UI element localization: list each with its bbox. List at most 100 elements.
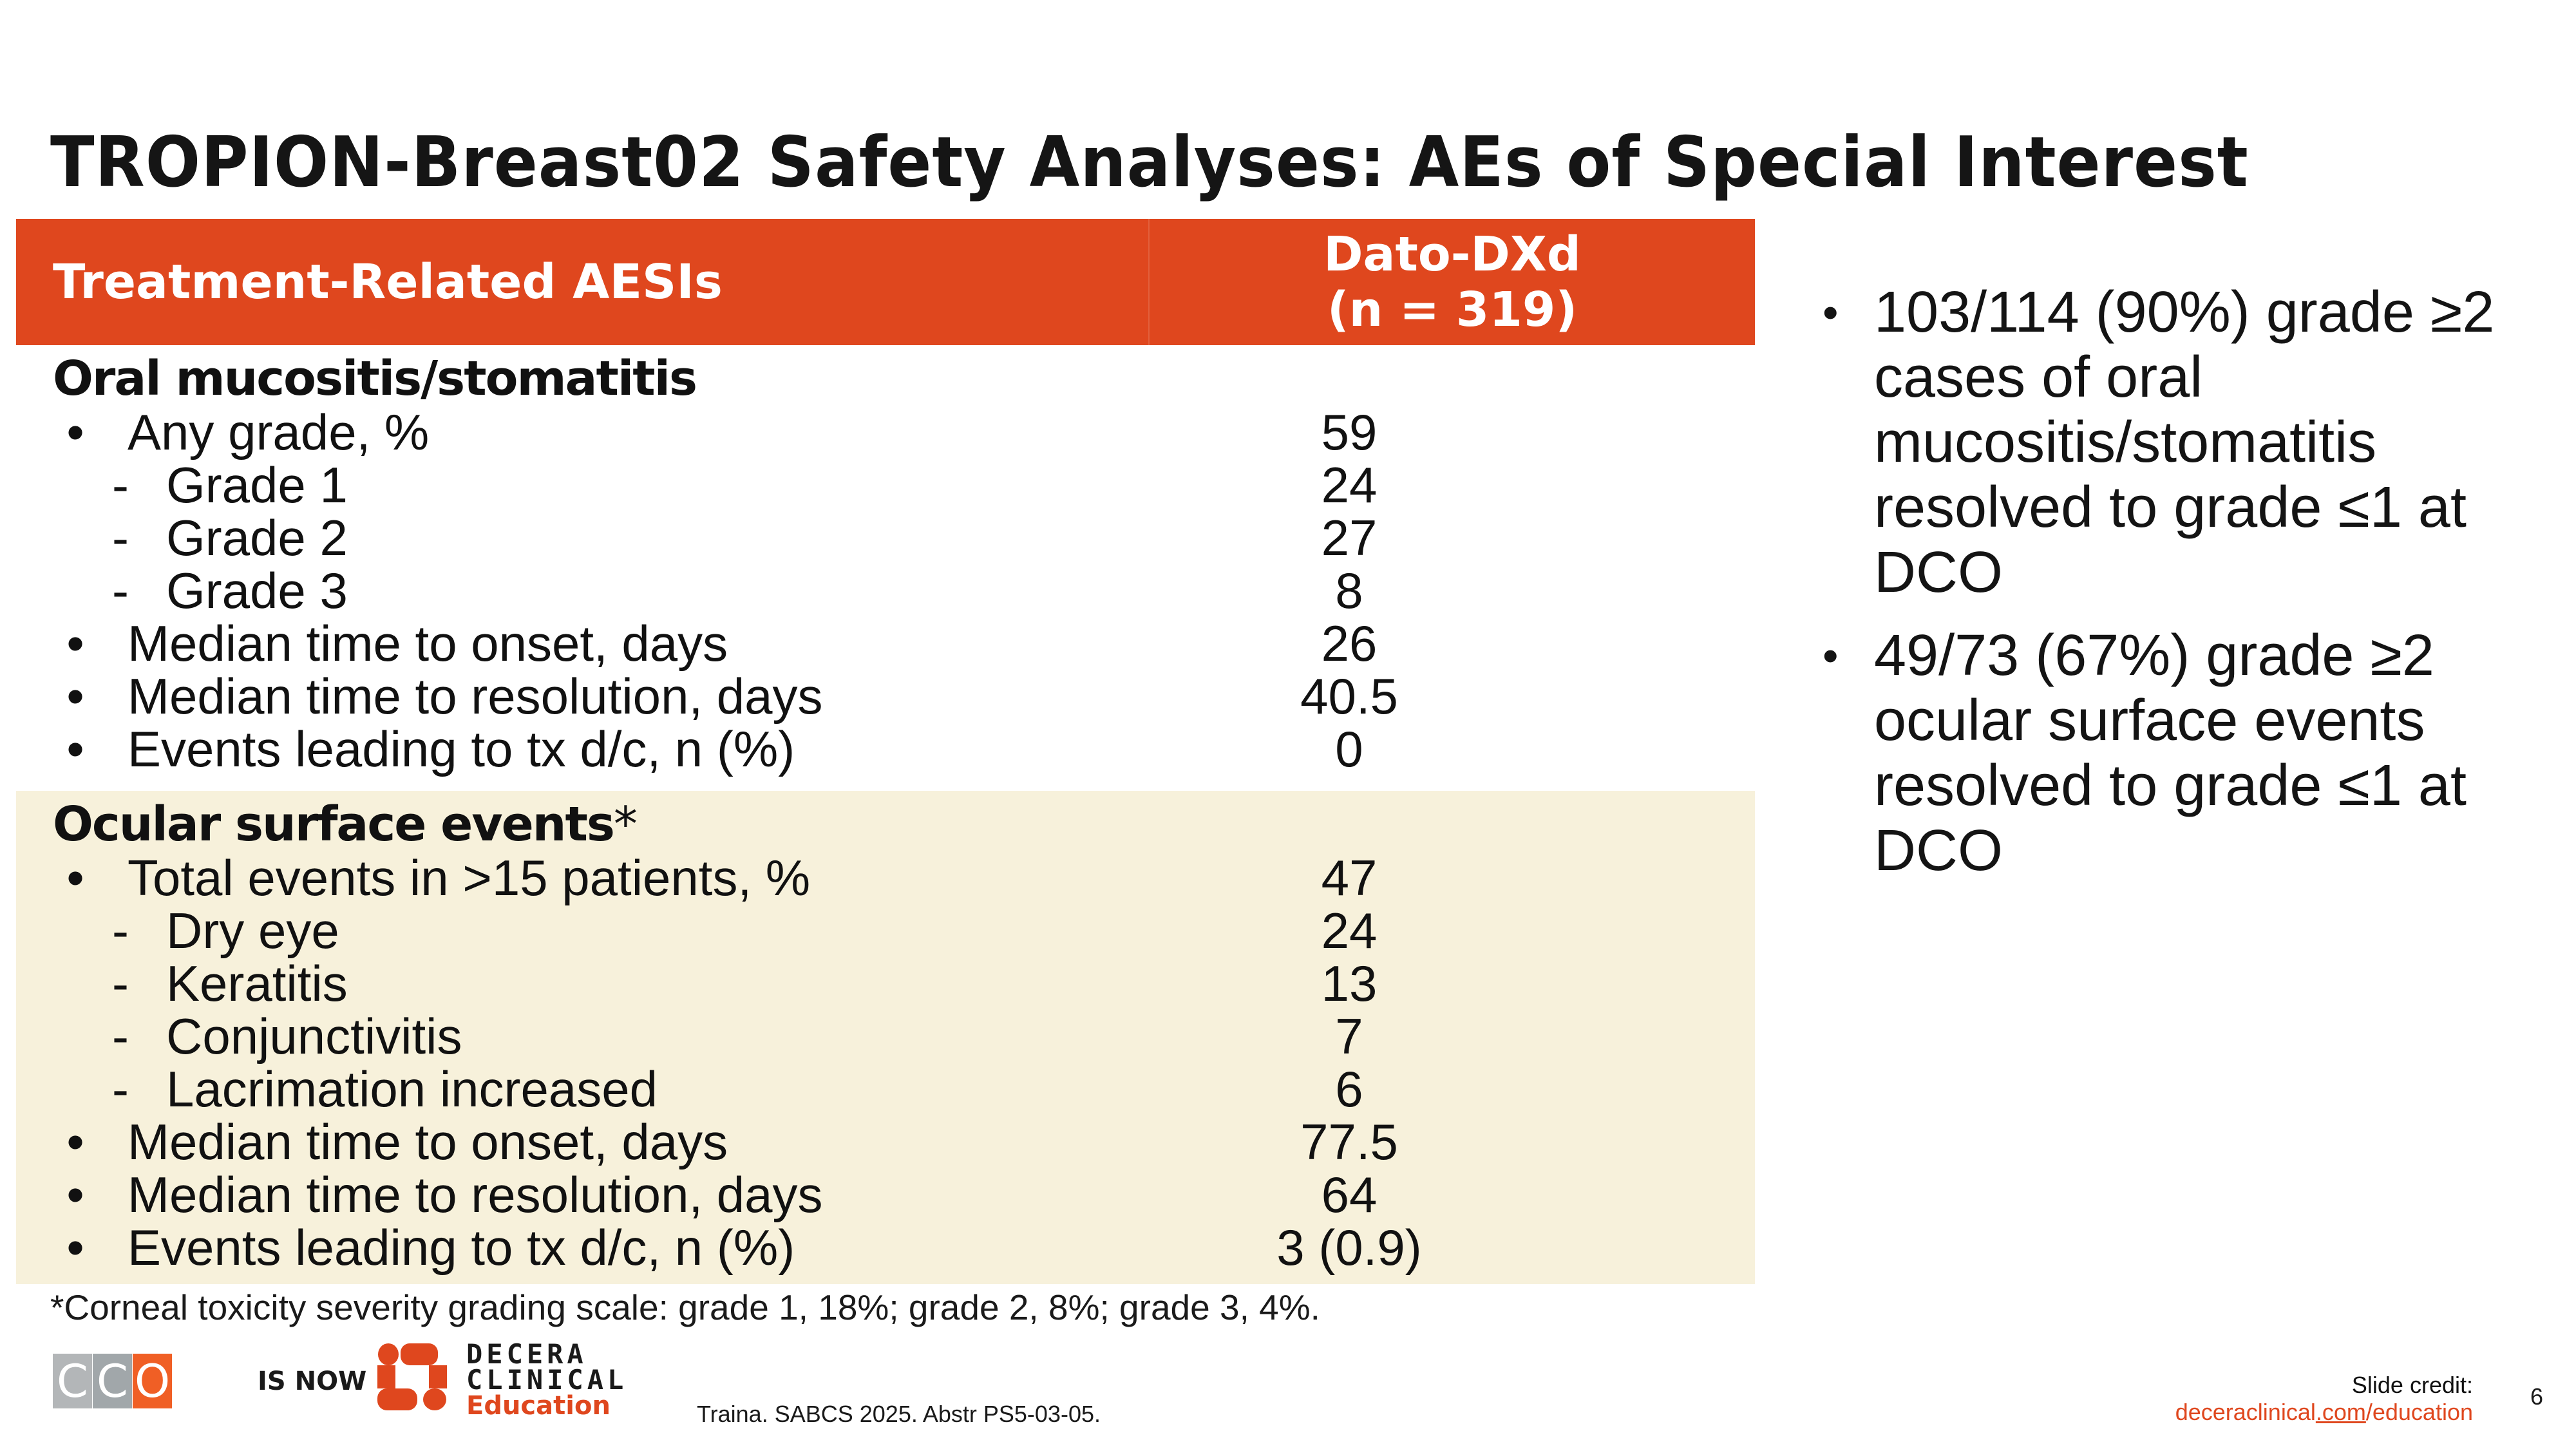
bullet-icon: • [66, 720, 84, 777]
row-label-cell: • Any grade, % [16, 403, 1150, 462]
row-value: 0 [1335, 720, 1363, 777]
dash-icon: - [112, 902, 129, 959]
bullet-icon: • [66, 849, 84, 906]
section-title: Ocular surface events* [16, 797, 1755, 851]
cco-logo-letter: C [93, 1354, 132, 1408]
footnote-marker: * [613, 797, 638, 852]
dash-icon: - [112, 509, 129, 566]
row-label-cell: • Total events in >15 patients, % [16, 849, 1150, 907]
table-row: • Median time to onset, days 26 [16, 614, 1755, 673]
row-label: Events leading to tx d/c, n (%) [128, 1218, 795, 1276]
table-row: - Grade 3 8 [16, 562, 1755, 620]
cco-logo-letter: O [133, 1354, 172, 1408]
row-label-cell: • Median time to onset, days [16, 614, 1150, 673]
table-row: - Keratitis 13 [16, 954, 1755, 1012]
row-label-cell: - Grade 1 [16, 456, 1150, 515]
decera-logo-mark-icon [377, 1343, 447, 1410]
header-aesi-column: Treatment-Related AESIs [16, 219, 1150, 345]
row-value: 24 [1321, 456, 1378, 513]
slide-title: TROPION-Breast02 Safety Analyses: AEs of… [50, 122, 2249, 203]
bullet-icon: • [66, 1166, 84, 1223]
row-label-cell: - Lacrimation increased [16, 1060, 1150, 1119]
row-value: 64 [1321, 1166, 1378, 1223]
section-oral-mucositis: Oral mucositis/stomatitis • Any grade, % 5… [16, 345, 1755, 786]
dash-icon: - [112, 456, 129, 513]
row-label: Median time to onset, days [128, 1113, 728, 1170]
table-row: • Events leading to tx d/c, n (%) 3 (0.9) [16, 1218, 1755, 1277]
header-dato-dxd-column: Dato-DXd (n = 319) [1150, 219, 1755, 345]
table-row: - Dry eye 24 [16, 902, 1755, 960]
table-row: - Grade 2 27 [16, 509, 1755, 567]
section-title-text: Ocular surface events [53, 797, 615, 852]
bullet-icon: • [66, 1218, 84, 1276]
row-value: 7 [1335, 1007, 1363, 1065]
row-label: Dry eye [166, 902, 339, 959]
row-label-cell: • Median time to resolution, days [16, 1166, 1150, 1224]
dash-icon: - [112, 1007, 129, 1065]
row-label: Grade 2 [166, 509, 348, 566]
table-row: • Median time to resolution, days 64 [16, 1166, 1755, 1224]
table-row: • Median time to resolution, days 40.5 [16, 667, 1755, 726]
table-row: • Median time to onset, days 77.5 [16, 1113, 1755, 1171]
aesi-table: Treatment-Related AESIs Dato-DXd (n = 31… [16, 219, 1755, 1284]
row-label-cell: - Grade 2 [16, 509, 1150, 567]
slide-credit-label: Slide credit: [2351, 1372, 2473, 1398]
row-label: Grade 1 [166, 456, 348, 513]
bullet-icon: • [66, 403, 84, 460]
key-finding-text: 103/114 (90%) grade ≥2 cases of oral muc… [1874, 280, 2495, 605]
row-label: Median time to onset, days [128, 614, 728, 672]
table-header: Treatment-Related AESIs Dato-DXd (n = 31… [16, 219, 1755, 345]
row-label-cell: - Conjunctivitis [16, 1007, 1150, 1066]
row-label: Lacrimation increased [166, 1060, 658, 1117]
row-value: 6 [1335, 1060, 1363, 1117]
row-label: Grade 3 [166, 562, 348, 619]
row-value: 40.5 [1300, 667, 1398, 724]
table-row: - Conjunctivitis 7 [16, 1007, 1755, 1066]
section-ocular-surface: Ocular surface events* • Total events in … [16, 791, 1755, 1284]
row-label: Median time to resolution, days [128, 667, 823, 724]
row-label: Total events in >15 patients, % [128, 849, 811, 906]
row-label-cell: - Dry eye [16, 902, 1150, 960]
link-part: deceraclinical [2175, 1399, 2316, 1425]
cco-logo: C C O [53, 1354, 173, 1408]
row-label: Median time to resolution, days [128, 1166, 823, 1223]
row-label-cell: - Grade 3 [16, 562, 1150, 620]
row-value: 26 [1321, 614, 1378, 672]
row-label: Keratitis [166, 954, 348, 1012]
header-arm-name: Dato-DXd [1323, 227, 1581, 282]
row-label: Events leading to tx d/c, n (%) [128, 720, 795, 777]
decera-logo-line: Education [466, 1391, 611, 1421]
row-value: 59 [1321, 403, 1378, 460]
link-part: .com [2315, 1399, 2366, 1425]
bullet-icon: • [1823, 630, 1839, 681]
decera-logo-line: CLINICAL [466, 1364, 628, 1396]
is-now-label: IS NOW [258, 1367, 367, 1396]
slide-credit-link[interactable]: deceraclinical.com/education [2175, 1399, 2473, 1426]
row-value: 8 [1335, 562, 1363, 619]
citation: Traina. SABCS 2025. Abstr PS5-03-05. [697, 1401, 1101, 1427]
row-value: 47 [1321, 849, 1378, 906]
table-row: - Lacrimation increased 6 [16, 1061, 1755, 1117]
bullet-icon: • [66, 1113, 84, 1170]
row-label-cell: • Median time to resolution, days [16, 667, 1150, 726]
header-arm-n: (n = 319) [1327, 282, 1578, 337]
dash-icon: - [112, 954, 129, 1012]
key-findings-list: • 103/114 (90%) grade ≥2 cases of oral m… [1823, 280, 2563, 902]
page-number: 6 [2530, 1383, 2544, 1410]
section-title: Oral mucositis/stomatitis [16, 352, 1755, 406]
table-row: • Total events in >15 patients, % 47 [16, 849, 1755, 907]
row-label-cell: • Median time to onset, days [16, 1113, 1150, 1171]
row-value: 24 [1321, 902, 1378, 959]
bullet-icon: • [66, 667, 84, 724]
table-row: • Events leading to tx d/c, n (%) 0 [16, 721, 1755, 777]
dash-icon: - [112, 1060, 129, 1117]
footnote: *Corneal toxicity severity grading scale… [50, 1287, 1320, 1327]
bullet-icon: • [1823, 287, 1839, 337]
row-label: Conjunctivitis [166, 1007, 462, 1065]
table-row: • Any grade, % 59 [16, 403, 1755, 462]
row-value: 13 [1321, 954, 1378, 1012]
row-label-cell: • Events leading to tx d/c, n (%) [16, 720, 1150, 779]
section-title-text: Oral mucositis/stomatitis [53, 351, 697, 406]
key-finding-item: • 49/73 (67%) grade ≥2 ocular surface ev… [1823, 623, 2563, 884]
row-label-cell: • Events leading to tx d/c, n (%) [16, 1218, 1150, 1277]
